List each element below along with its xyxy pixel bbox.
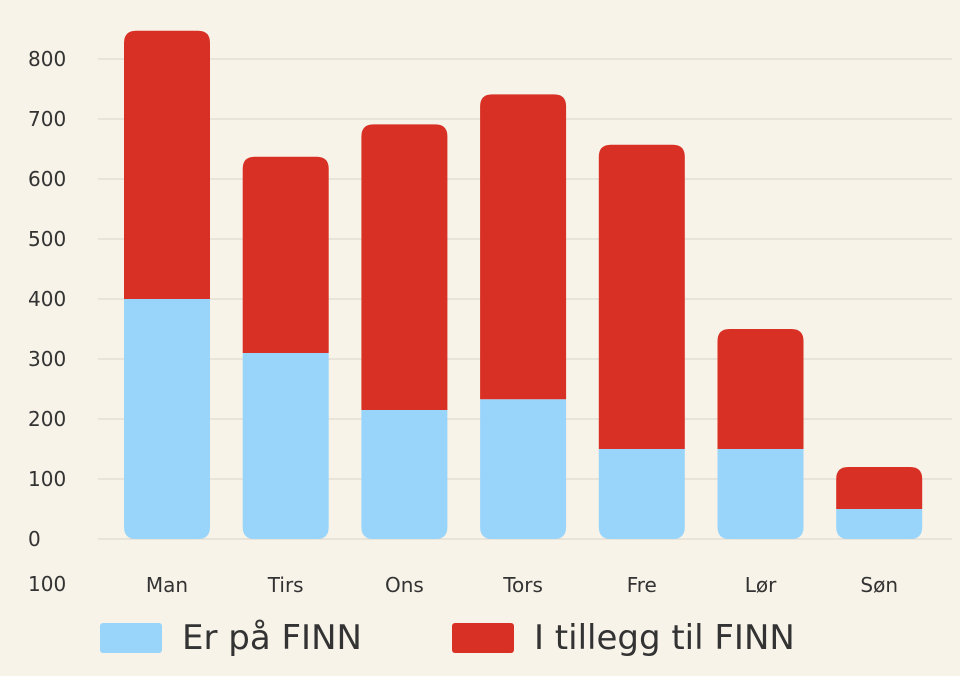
legend-item-i-tillegg-til-finn: I tillegg til FINN bbox=[451, 618, 795, 658]
y-tick-label: 800 bbox=[28, 47, 66, 71]
y-tick-label: 500 bbox=[28, 227, 66, 251]
legend: Er på FINN I tillegg til FINN bbox=[100, 618, 885, 658]
bar-er-pa-finn bbox=[717, 449, 804, 539]
y-tick-label: 100 bbox=[28, 467, 66, 491]
bar-er-pa-finn bbox=[836, 509, 923, 539]
bar-er-pa-finn bbox=[361, 410, 448, 539]
bar-er-pa-finn bbox=[242, 353, 329, 539]
bar-i-tillegg-til-finn bbox=[480, 94, 567, 400]
bar-er-pa-finn bbox=[124, 299, 210, 539]
bar-i-tillegg-til-finn bbox=[242, 156, 329, 353]
bar-er-pa-finn bbox=[598, 449, 685, 539]
y-tick-label: 300 bbox=[28, 347, 66, 371]
x-tick-label: Ons bbox=[385, 573, 424, 597]
x-tick-label: Man bbox=[146, 573, 188, 597]
bar-i-tillegg-til-finn bbox=[717, 329, 804, 449]
bar-i-tillegg-til-finn bbox=[598, 144, 685, 450]
y-tick-label: 400 bbox=[28, 287, 66, 311]
stacked-bar-chart: 800 700 600 500 400 300 200 100 0 100 Man Tirs Ons To… bbox=[28, 30, 952, 597]
x-tick-label: Fre bbox=[627, 573, 657, 597]
x-tick-label: Lør bbox=[745, 573, 777, 597]
x-tick-label: Tirs bbox=[267, 573, 304, 597]
y-tick-label: 200 bbox=[28, 407, 66, 431]
legend-swatch-er-pa-finn bbox=[100, 623, 162, 653]
legend-label-er-pa-finn: Er på FINN bbox=[182, 618, 362, 658]
x-tick-label: Søn bbox=[860, 573, 898, 597]
y-tick-label: 700 bbox=[28, 107, 66, 131]
x-tick-label: Tors bbox=[502, 573, 543, 597]
bar-er-pa-finn bbox=[480, 399, 567, 539]
legend-label-i-tillegg-til-finn: I tillegg til FINN bbox=[533, 618, 795, 658]
bar-i-tillegg-til-finn bbox=[361, 124, 448, 411]
bar-i-tillegg-til-finn bbox=[836, 467, 923, 509]
legend-swatch-i-tillegg-til-finn bbox=[451, 623, 514, 653]
y-tick-label: 0 bbox=[28, 527, 41, 551]
y-tick-label: 100 bbox=[28, 572, 66, 596]
bar-i-tillegg-til-finn bbox=[124, 30, 210, 300]
y-tick-label: 600 bbox=[28, 167, 66, 191]
legend-item-er-pa-finn: Er på FINN bbox=[100, 618, 362, 658]
